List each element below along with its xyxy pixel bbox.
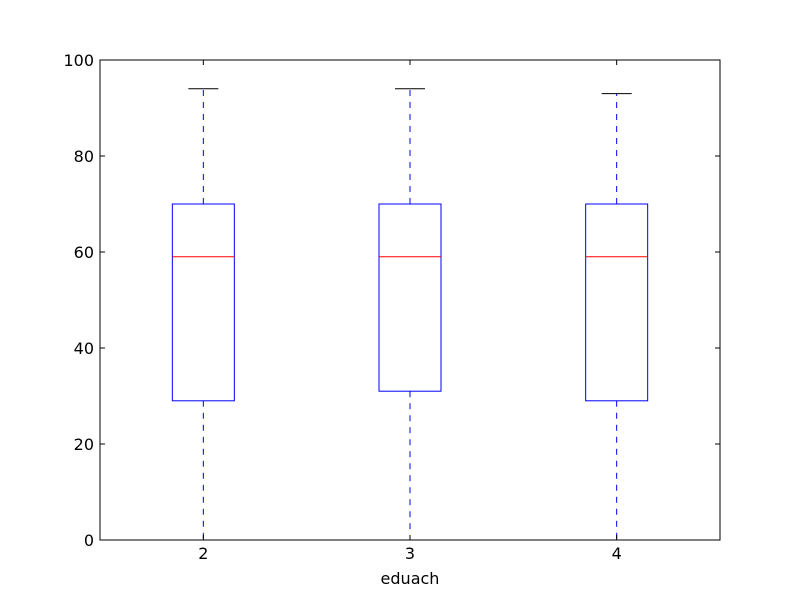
x-tick-label: 3 (405, 544, 415, 563)
x-tick-label: 2 (198, 544, 208, 563)
y-tick-label: 20 (74, 435, 94, 454)
iqr-box (378, 203, 442, 392)
iqr-box (171, 203, 235, 402)
marks-layer (171, 88, 649, 541)
box-group-3 (378, 88, 442, 541)
iqr-box (585, 203, 649, 402)
y-tick-label: 40 (74, 339, 94, 358)
y-tick-label: 100 (63, 51, 94, 70)
box-group-4 (585, 93, 649, 541)
y-tick-label: 60 (74, 243, 94, 262)
box-group-2 (171, 88, 235, 541)
y-tick-label: 0 (84, 531, 94, 550)
x-tick-label: 4 (612, 544, 622, 563)
y-tick-label: 80 (74, 147, 94, 166)
x-axis-label: eduach (381, 569, 440, 588)
